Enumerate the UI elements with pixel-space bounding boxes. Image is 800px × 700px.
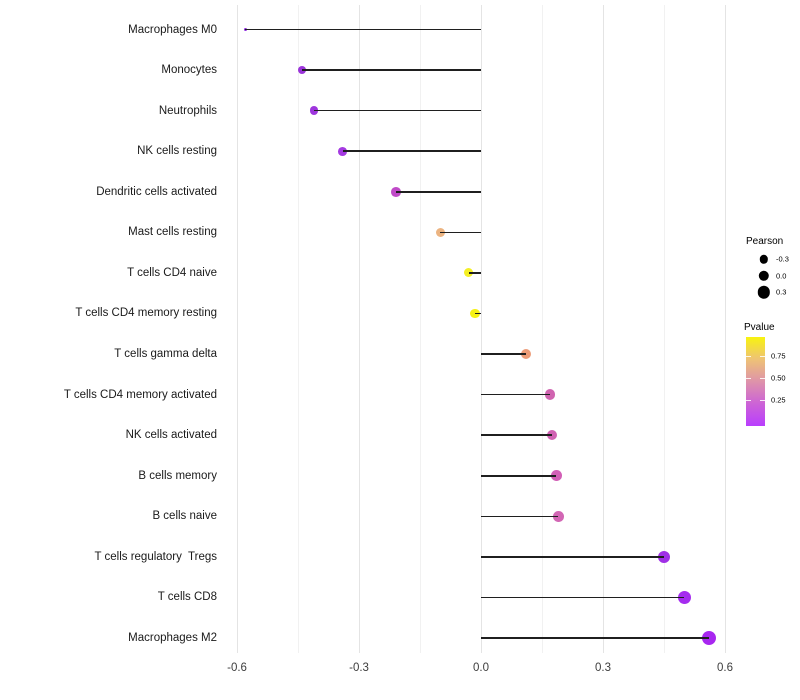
y-axis-label: Neutrophils bbox=[158, 104, 217, 117]
legend-pearson-title: Pearson bbox=[746, 236, 784, 247]
lollipop-stem bbox=[481, 515, 559, 518]
lollipop-stem bbox=[481, 393, 551, 396]
pvalue-colorbar bbox=[746, 337, 765, 426]
data-point bbox=[550, 470, 562, 482]
lollipop-stem bbox=[314, 109, 482, 112]
data-point bbox=[552, 510, 564, 522]
colorbar-tick-mark bbox=[760, 378, 765, 380]
lollipop-stem bbox=[474, 312, 482, 315]
data-point bbox=[546, 429, 558, 441]
legend-pearson: Pearson -0.3 0.0 0.3 bbox=[746, 236, 800, 301]
y-axis-label: B cells naive bbox=[152, 510, 217, 523]
gridline-major bbox=[481, 5, 483, 653]
data-point bbox=[338, 146, 348, 156]
y-axis-label: T cells CD4 memory resting bbox=[75, 307, 217, 320]
y-axis-label: T cells CD8 bbox=[157, 591, 217, 604]
plot-panel bbox=[222, 5, 736, 653]
y-axis-label: Monocytes bbox=[161, 64, 217, 77]
y-axis-label: T cells CD4 memory activated bbox=[63, 388, 217, 401]
lollipop-stem bbox=[481, 353, 526, 355]
gridline-minor bbox=[664, 5, 666, 653]
gridline-major bbox=[237, 5, 239, 653]
data-point bbox=[657, 550, 671, 564]
gridline-major bbox=[725, 5, 727, 653]
gridline-minor bbox=[420, 5, 422, 653]
lollipop-stem bbox=[440, 231, 482, 234]
data-point bbox=[701, 631, 716, 645]
x-axis-tick-label: 0.0 bbox=[473, 662, 490, 674]
lollipop-stem bbox=[481, 556, 665, 558]
lollipop-stem bbox=[342, 150, 482, 152]
legend-pearson-entry: -0.3 bbox=[746, 251, 800, 268]
data-point bbox=[544, 389, 556, 400]
lollipop-stem bbox=[481, 596, 685, 599]
legend-size-dot bbox=[757, 286, 771, 299]
colorbar-tick-mark bbox=[746, 378, 751, 380]
y-axis-label: T cells CD4 naive bbox=[127, 266, 217, 279]
gridline-major bbox=[603, 5, 605, 653]
y-axis-label: NK cells resting bbox=[137, 145, 217, 158]
colorbar-tick-mark bbox=[746, 399, 751, 401]
lollipop-stem bbox=[481, 434, 553, 436]
lollipop-stem bbox=[481, 474, 557, 477]
x-axis-tick-label: 0.6 bbox=[717, 662, 734, 674]
gridline-minor bbox=[542, 5, 544, 653]
y-axis-label: B cells memory bbox=[138, 469, 217, 482]
colorbar-tick-mark bbox=[760, 356, 765, 358]
lollipop-stem bbox=[468, 272, 482, 274]
y-axis-label: Dendritic cells activated bbox=[96, 185, 217, 198]
x-axis-tick-label: -0.6 bbox=[227, 662, 247, 674]
data-point bbox=[470, 308, 480, 319]
colorbar-tick-mark bbox=[760, 399, 765, 401]
y-axis-label: Mast cells resting bbox=[128, 226, 217, 239]
legend-size-label: 0.3 bbox=[776, 287, 787, 297]
legend-pearson-entry: 0.0 bbox=[746, 268, 800, 285]
y-axis-label: Macrophages M2 bbox=[128, 632, 217, 644]
legend-pearson-entries: -0.3 0.0 0.3 bbox=[746, 251, 800, 301]
y-axis-labels: Macrophages M0 Monocytes Neutrophils NK cel… bbox=[0, 5, 217, 653]
legend-pearson-entry: 0.3 bbox=[746, 284, 800, 301]
legend-size-dot bbox=[759, 255, 769, 264]
legend-size-label: -0.3 bbox=[776, 254, 789, 264]
colorbar-tick-label: 0.75 bbox=[771, 351, 786, 361]
colorbar-tick-label: 0.25 bbox=[771, 395, 786, 405]
x-axis-tick-label: -0.3 bbox=[349, 662, 369, 674]
legend-pvalue: Pvalue 0.75 0.50 0.25 bbox=[744, 322, 800, 427]
colorbar-tick-mark bbox=[746, 356, 751, 358]
y-axis-label: NK cells activated bbox=[125, 429, 217, 442]
legend-size-label: 0.0 bbox=[776, 271, 787, 281]
pvalue-colorbar-wrap: 0.75 0.50 0.25 bbox=[744, 337, 800, 427]
lollipop-stem bbox=[395, 190, 482, 193]
colorbar-tick-label: 0.50 bbox=[771, 373, 786, 383]
y-axis-label: T cells gamma delta bbox=[114, 348, 217, 361]
data-point bbox=[520, 349, 531, 360]
data-point bbox=[464, 268, 474, 278]
legend-pvalue-title: Pvalue bbox=[744, 322, 775, 333]
gridline-minor bbox=[298, 5, 300, 653]
legend-size-dot bbox=[758, 270, 770, 281]
lollipop-stem bbox=[481, 637, 709, 639]
data-point bbox=[310, 106, 319, 115]
y-axis-label: T cells regulatory Tregs bbox=[94, 550, 217, 563]
lollipop-stem bbox=[302, 69, 482, 71]
lollipop-stem bbox=[245, 28, 482, 31]
gridline-major bbox=[359, 5, 361, 653]
y-axis-label: Macrophages M0 bbox=[128, 23, 217, 36]
x-axis-tick-label: 0.3 bbox=[595, 662, 612, 674]
